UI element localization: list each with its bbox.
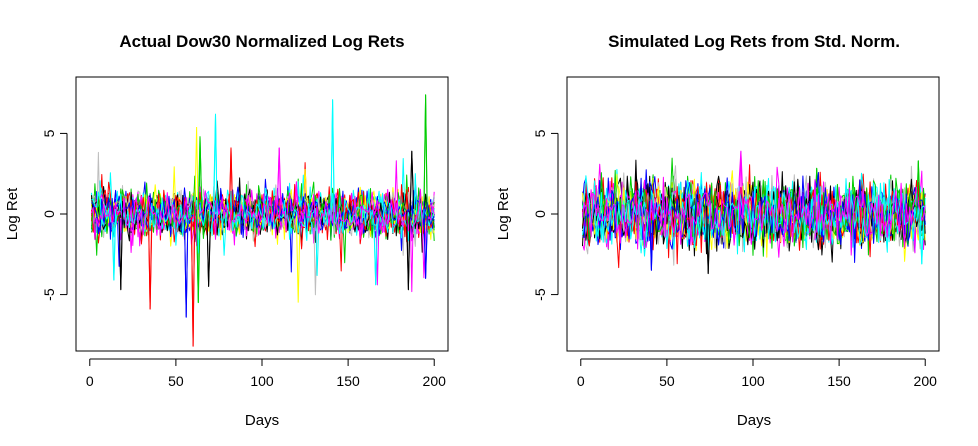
spike-mark bbox=[111, 208, 117, 281]
y-tick-label: 0 bbox=[532, 210, 548, 218]
x-tick-label: 200 bbox=[914, 373, 938, 389]
x-tick-label: 0 bbox=[577, 373, 585, 389]
spike-mark bbox=[295, 215, 301, 303]
spike-mark bbox=[228, 147, 234, 221]
spike-mark bbox=[373, 223, 378, 285]
x-tick-label: 50 bbox=[168, 373, 184, 389]
spike-mark bbox=[194, 126, 199, 220]
y-axis-label: Log Ret bbox=[4, 187, 21, 240]
y-tick-label: -5 bbox=[532, 288, 548, 301]
axes: 0 50 100 150 200 -5 0 5 bbox=[41, 129, 446, 389]
spike-mark bbox=[919, 209, 924, 265]
x-tick-label: 100 bbox=[250, 373, 274, 389]
spike-mark bbox=[184, 217, 189, 318]
series-lines bbox=[582, 150, 926, 275]
series-line bbox=[582, 176, 926, 256]
spike-mark bbox=[197, 136, 203, 210]
spike-mark bbox=[277, 147, 282, 204]
y-tick-label: 5 bbox=[41, 129, 57, 137]
y-tick-label: 0 bbox=[41, 210, 57, 218]
y-axis-label: Log Ret bbox=[495, 187, 512, 240]
plot-frame bbox=[566, 76, 940, 352]
x-tick-label: 150 bbox=[336, 373, 360, 389]
spike-mark bbox=[213, 114, 218, 224]
plot-frame bbox=[75, 76, 449, 352]
x-tick-label: 0 bbox=[86, 373, 94, 389]
y-tick-label: -5 bbox=[41, 288, 57, 301]
spike-mark bbox=[706, 205, 711, 274]
simulated-returns-panel: Simulated Log Rets from Std. Norm. Days … bbox=[495, 32, 940, 429]
spike-mark bbox=[649, 217, 654, 271]
x-tick-label: 50 bbox=[659, 373, 675, 389]
spike-mark bbox=[206, 214, 211, 287]
spike-mark bbox=[916, 160, 921, 218]
spike-mark bbox=[118, 209, 123, 290]
x-axis-label: Days bbox=[245, 412, 279, 429]
spike-mark bbox=[738, 151, 744, 221]
x-tick-label: 200 bbox=[423, 373, 447, 389]
series-line bbox=[91, 99, 435, 281]
actual-returns-panel: Actual Dow30 Normalized Log Rets Days Lo… bbox=[4, 32, 449, 429]
chart-title: Actual Dow30 Normalized Log Rets bbox=[119, 32, 404, 51]
spike-mark bbox=[147, 206, 153, 310]
spike-mark bbox=[423, 201, 428, 279]
series-lines bbox=[91, 94, 435, 347]
x-tick-label: 150 bbox=[827, 373, 851, 389]
spike-mark bbox=[190, 201, 196, 347]
x-tick-label: 100 bbox=[741, 373, 765, 389]
spike-mark bbox=[330, 99, 335, 216]
y-tick-label: 5 bbox=[532, 129, 548, 137]
chart-title: Simulated Log Rets from Std. Norm. bbox=[608, 32, 900, 51]
spike-mark bbox=[406, 203, 411, 290]
axes: 0 50 100 150 200 -5 0 5 bbox=[532, 129, 937, 389]
spike-mark bbox=[423, 94, 428, 227]
spike-mark bbox=[409, 151, 415, 217]
spike-mark bbox=[196, 213, 201, 303]
series-line bbox=[91, 160, 435, 279]
x-axis-label: Days bbox=[737, 412, 771, 429]
